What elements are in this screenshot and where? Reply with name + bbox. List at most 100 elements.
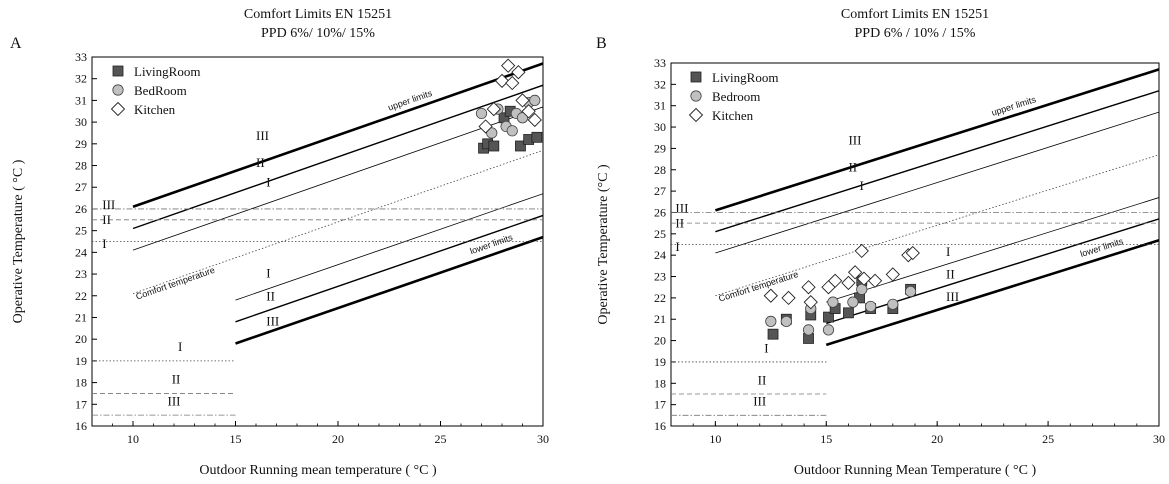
zone-label-h-upper-II: II bbox=[102, 212, 111, 227]
data-point bbox=[841, 275, 856, 291]
data-point bbox=[501, 58, 516, 73]
y-tick-label: 24 bbox=[654, 248, 666, 262]
data-point bbox=[843, 307, 854, 319]
x-tick-label: 10 bbox=[709, 432, 721, 446]
y-tick-label: 18 bbox=[75, 376, 87, 390]
series-kitchen bbox=[763, 243, 920, 310]
data-point bbox=[765, 315, 777, 327]
zone-label-h-lower-III: III bbox=[168, 393, 181, 408]
data-point bbox=[904, 285, 917, 298]
data-point bbox=[488, 140, 500, 152]
x-tick-label: 25 bbox=[435, 432, 447, 446]
y-tick-label: 27 bbox=[75, 180, 87, 194]
data-point bbox=[887, 298, 899, 310]
zone-label-h-upper-I: I bbox=[675, 239, 679, 254]
x-axis-label: Outdoor Running Mean Temperature ( °C ) bbox=[794, 463, 1037, 478]
zone-label-h-lower-II: II bbox=[172, 372, 181, 387]
y-tick-label: 19 bbox=[75, 354, 87, 368]
zone-label-lower-II: II bbox=[946, 266, 955, 281]
y-tick-label: 20 bbox=[75, 332, 87, 346]
legend: LivingRoom Bedroom Kitchen bbox=[688, 70, 778, 123]
legend-marker bbox=[690, 71, 702, 83]
x-tick-label: 30 bbox=[537, 432, 549, 446]
data-point bbox=[801, 280, 816, 295]
y-axis-label: Operative Temperature (°C ) bbox=[596, 164, 611, 325]
data-point bbox=[856, 283, 868, 295]
zone-label-upper-III: III bbox=[848, 133, 861, 148]
line-lower-I bbox=[235, 193, 543, 301]
series-kitchen bbox=[478, 58, 542, 134]
zone-label-lower-I: I bbox=[266, 266, 270, 281]
legend-entry: Bedroom bbox=[712, 89, 760, 104]
y-axis-label: Operative Temperature ( °C ) bbox=[11, 159, 26, 323]
data-point bbox=[506, 125, 518, 137]
chart-title: Comfort Limits EN 15251 bbox=[244, 7, 392, 22]
legend-entry: Kitchen bbox=[712, 108, 754, 123]
y-tick-label: 17 bbox=[654, 398, 666, 412]
data-point bbox=[767, 328, 779, 340]
lower-limits-label: lower limits bbox=[1079, 236, 1125, 259]
x-tick-label: 20 bbox=[332, 432, 344, 446]
data-point bbox=[856, 271, 872, 286]
zone-label-lower-II: II bbox=[266, 288, 275, 303]
y-tick-label: 33 bbox=[75, 50, 87, 64]
data-point bbox=[847, 265, 863, 280]
line-lower-III bbox=[235, 235, 543, 345]
y-tick-label: 31 bbox=[75, 93, 87, 107]
zone-label-h-upper-III: III bbox=[102, 197, 115, 212]
data-point bbox=[802, 324, 815, 336]
zone-label-h-lower-II: II bbox=[758, 372, 767, 387]
y-tick-label: 26 bbox=[75, 202, 87, 216]
zone-label-upper-III: III bbox=[256, 128, 269, 143]
y-tick-label: 29 bbox=[75, 137, 87, 151]
y-tick-label: 18 bbox=[654, 376, 666, 390]
chart-title: Comfort Limits EN 15251 bbox=[841, 7, 989, 22]
legend-entry: LivingRoom bbox=[134, 64, 200, 79]
chart-subtitle: PPD 6%/ 10%/ 15% bbox=[261, 26, 375, 41]
zone-label-h-lower-I: I bbox=[178, 339, 182, 354]
data-point bbox=[516, 112, 529, 124]
data-point bbox=[885, 267, 900, 282]
legend-entry: LivingRoom bbox=[712, 70, 778, 85]
data-point bbox=[763, 288, 778, 303]
line-upper-III bbox=[714, 68, 1159, 212]
x-axis-label: Outdoor Running mean temperature ( °C ) bbox=[199, 463, 437, 478]
data-point bbox=[531, 131, 543, 143]
y-tick-label: 32 bbox=[654, 77, 666, 91]
y-tick-label: 24 bbox=[75, 245, 87, 259]
data-point bbox=[847, 296, 859, 308]
y-tick-label: 16 bbox=[75, 419, 87, 433]
legend-marker bbox=[112, 84, 124, 96]
y-tick-label: 23 bbox=[654, 270, 666, 284]
data-point bbox=[486, 101, 501, 117]
zone-label-upper-II: II bbox=[848, 159, 857, 174]
data-point bbox=[823, 311, 834, 323]
line-upper-I bbox=[132, 106, 543, 251]
line-lower-II bbox=[235, 214, 543, 323]
y-tick-label: 31 bbox=[654, 99, 666, 113]
zone-label-upper-II: II bbox=[256, 155, 265, 170]
data-point bbox=[781, 290, 796, 306]
y-tick-label: 20 bbox=[654, 334, 666, 348]
zone-label-lower-III: III bbox=[266, 313, 279, 328]
y-tick-label: 19 bbox=[654, 355, 666, 369]
x-tick-label: 15 bbox=[230, 432, 242, 446]
chart-subtitle: PPD 6% / 10% / 15% bbox=[855, 26, 976, 41]
x-tick-label: 25 bbox=[1042, 432, 1054, 446]
data-point bbox=[822, 324, 835, 336]
y-tick-label: 28 bbox=[75, 159, 87, 173]
panel-letter: A bbox=[10, 35, 22, 52]
panel-letter: B bbox=[596, 35, 607, 52]
zone-label-upper-I: I bbox=[860, 178, 864, 193]
data-point bbox=[529, 94, 541, 107]
y-tick-label: 25 bbox=[75, 224, 87, 238]
data-point bbox=[828, 273, 843, 288]
series-bedroom bbox=[765, 283, 917, 336]
zone-label-lower-I: I bbox=[946, 244, 950, 259]
y-tick-label: 21 bbox=[654, 312, 666, 326]
y-tick-label: 21 bbox=[75, 310, 87, 324]
data-point bbox=[515, 140, 526, 152]
y-tick-label: 26 bbox=[654, 205, 666, 219]
data-point bbox=[827, 296, 839, 308]
data-point bbox=[527, 112, 542, 128]
